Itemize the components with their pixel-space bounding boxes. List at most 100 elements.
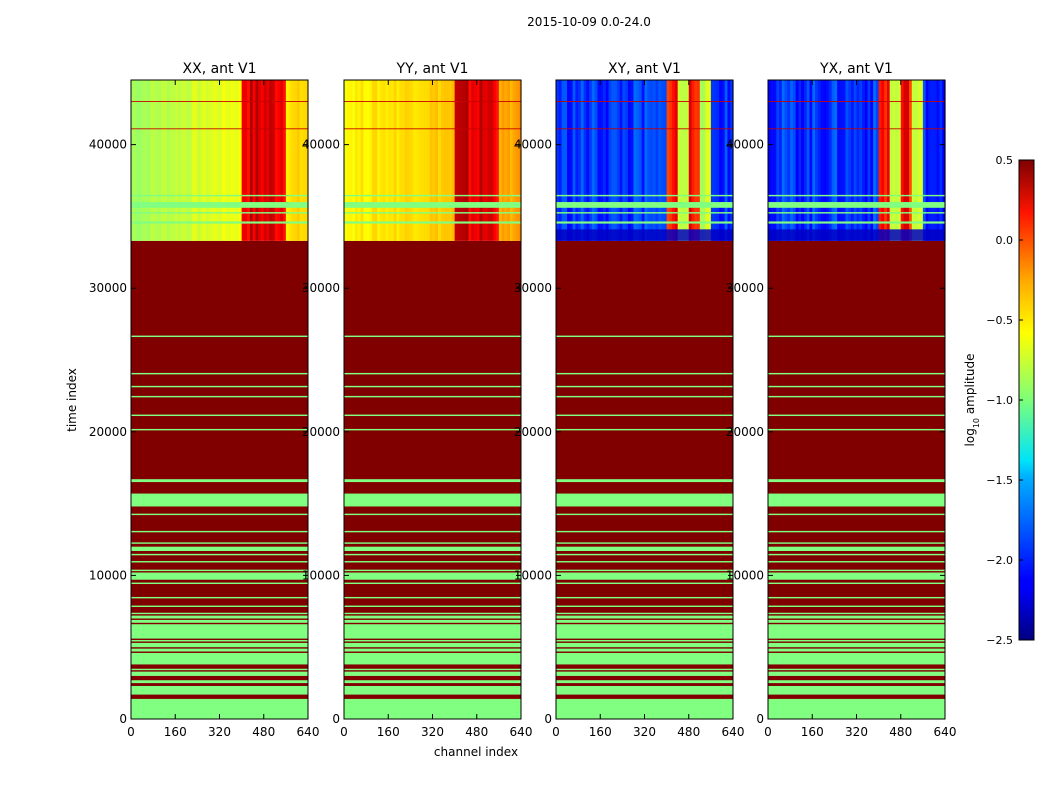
- heatmap-cell: [773, 80, 777, 241]
- heatmap-cell: [501, 80, 506, 241]
- heatmap-cell: [702, 80, 706, 241]
- heatmap-cell: [674, 80, 679, 241]
- heatmap-cell: [280, 80, 284, 241]
- heatmap-cell: [349, 80, 353, 241]
- y-tick-label: 0: [756, 712, 764, 726]
- heatmap-cell: [917, 80, 921, 241]
- flag-row: [131, 668, 308, 671]
- heatmap-cell: [644, 80, 648, 241]
- flag-row: [131, 619, 308, 623]
- heatmap-cell: [939, 80, 943, 241]
- heatmap-cell: [867, 80, 871, 241]
- heatmap-cell: [136, 80, 140, 241]
- heatmap-cell: [460, 80, 464, 241]
- flag-row: [131, 612, 308, 615]
- heatmap-cell: [471, 80, 475, 241]
- heatmap-cell: [410, 80, 414, 241]
- heatmap-cell: [727, 80, 731, 241]
- heatmap-cell: [496, 80, 500, 241]
- flag-row: [556, 194, 733, 197]
- flag-block: [131, 671, 308, 676]
- flag-row: [768, 612, 945, 615]
- heatmap-cell: [889, 80, 894, 241]
- flag-row: [131, 513, 308, 516]
- heatmap-cell: [451, 80, 456, 241]
- flag-row: [768, 542, 945, 544]
- heatmap-cell: [864, 80, 869, 241]
- x-tick-label: 320: [633, 725, 656, 739]
- heatmap-cell: [357, 80, 362, 241]
- heatmap-cell: [914, 80, 918, 241]
- y-tick-label: 0: [332, 712, 340, 726]
- heatmap-cell: [344, 80, 348, 241]
- heatmap-cell: [575, 80, 579, 241]
- heatmap-cell: [625, 80, 629, 241]
- flag-row: [344, 605, 521, 607]
- flag-block: [131, 546, 308, 551]
- flag-row: [768, 385, 945, 388]
- heatmap-cell: [183, 80, 187, 241]
- heatmap-cell: [155, 80, 160, 241]
- flag-row: [768, 668, 945, 671]
- heatmap-cell: [355, 80, 359, 241]
- heatmap-cell: [699, 80, 704, 241]
- heatmap-cell: [225, 80, 229, 241]
- heatmap-cell: [809, 80, 813, 241]
- flag-row: [131, 596, 308, 599]
- heatmap-cell: [677, 80, 682, 241]
- y-tick-label: 40000: [514, 138, 552, 152]
- heatmap-cell: [236, 80, 240, 241]
- heatmap-cell: [586, 80, 590, 241]
- flag-row: [131, 372, 308, 375]
- flag-row: [131, 605, 308, 607]
- heatmap-cell: [191, 80, 196, 241]
- x-tick-label: 160: [164, 725, 187, 739]
- flag-row: [556, 542, 733, 544]
- heatmap-cell: [895, 80, 899, 241]
- heatmap-cell: [366, 80, 370, 241]
- x-tick-label: 640: [510, 725, 533, 739]
- flag-row: [768, 335, 945, 338]
- heatmap-cell: [663, 80, 668, 241]
- flag-row: [556, 385, 733, 388]
- heatmap-cell: [255, 80, 259, 241]
- heatmap-cell: [133, 80, 138, 241]
- heatmap-cell: [360, 80, 364, 241]
- heatmap-cell: [920, 80, 924, 241]
- flag-row: [768, 596, 945, 599]
- panel-2: YY, ant V1 0 160 320 480 640 0 10000 20000 30000 4…: [302, 61, 533, 739]
- flag-block: [131, 652, 308, 665]
- y-tick-label: 40000: [302, 138, 340, 152]
- heatmap-cell: [249, 80, 254, 241]
- flag-row: [131, 582, 308, 585]
- heatmap-cell: [363, 80, 367, 241]
- flag-row: [344, 530, 521, 533]
- heatmap-cell: [661, 80, 665, 241]
- heatmap-cell: [435, 80, 439, 241]
- panel-3: XY, ant V1 0 160 320 480 640 0 10000 20000 30000 4…: [514, 61, 745, 739]
- heatmap-cell: [931, 80, 935, 241]
- panel-title: XY, ant V1: [608, 61, 681, 77]
- heatmap-cell: [798, 80, 802, 241]
- heatmap-cell: [691, 80, 695, 241]
- flag-row: [344, 553, 521, 556]
- flag-block: [131, 493, 308, 507]
- heatmap-cell: [438, 80, 442, 241]
- heatmap-cell: [616, 80, 621, 241]
- flag-row: [556, 640, 733, 642]
- heatmap-cell: [795, 80, 800, 241]
- heatmap-cell: [826, 80, 830, 241]
- heatmap-cell: [839, 80, 844, 241]
- heatmap-cell: [922, 80, 927, 241]
- heatmap-cell: [708, 80, 712, 241]
- heatmap-cell: [266, 80, 270, 241]
- flag-row: [344, 619, 521, 623]
- heatmap-cell: [164, 80, 168, 241]
- heatmap-cell: [288, 80, 293, 241]
- flag-row: [344, 335, 521, 338]
- y-tick-label: 10000: [726, 568, 764, 582]
- heatmap-cell: [658, 80, 662, 241]
- heatmap-cell: [296, 80, 301, 241]
- flag-row: [768, 640, 945, 642]
- heatmap-cell: [305, 80, 309, 241]
